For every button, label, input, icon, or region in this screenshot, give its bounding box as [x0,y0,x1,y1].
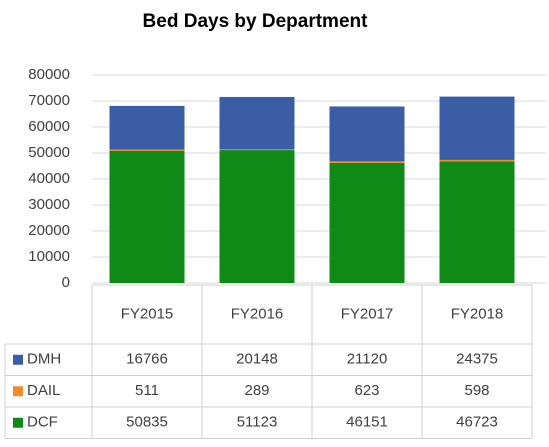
table-value: 46723 [456,414,498,431]
x-tick-label: FY2016 [231,305,284,322]
table-value: 289 [244,382,269,399]
bar-segment [329,106,405,162]
y-tick-label: 40000 [28,170,70,187]
bar-segment [439,96,515,160]
y-tick-label: 30000 [28,196,70,213]
bar-segment [439,161,515,283]
legend-label: DAIL [27,382,60,399]
x-tick-label: FY2018 [451,305,504,322]
y-tick-label: 50000 [28,144,70,161]
bar-segment [109,150,185,283]
legend-label: DMH [27,351,61,368]
y-tick-label: 80000 [28,66,70,83]
legend-swatch [13,386,23,397]
table-value: 50835 [126,414,168,431]
y-tick-label: 10000 [28,248,70,265]
table-value: 24375 [456,351,498,368]
bar-segment [109,149,185,151]
x-tick-label: FY2015 [121,305,174,322]
y-tick-label: 70000 [28,92,70,109]
table-value: 623 [354,382,379,399]
chart-title: Bed Days by Department [143,11,369,32]
table-value: 21120 [347,351,388,368]
bar-segment [219,149,295,151]
y-tick-label: 0 [62,274,70,291]
table-value: 598 [464,382,489,399]
bar-segment [219,150,295,283]
table-value: 16766 [126,351,168,368]
y-tick-label: 60000 [28,118,70,135]
bar-segment [329,161,405,164]
bar-segment [219,96,295,150]
table-value: 46151 [346,414,388,431]
bar-segment [109,105,185,150]
x-tick-label: FY2017 [341,305,394,322]
table-value: 20148 [236,351,278,368]
legend-label: DCF [27,414,58,431]
legend-swatch [13,417,23,428]
table-value: 51123 [237,414,278,431]
legend-swatch [13,354,23,365]
bar-segment [329,163,405,283]
table-value: 511 [135,382,159,399]
y-tick-label: 20000 [28,222,70,239]
bar-segment [439,159,515,162]
